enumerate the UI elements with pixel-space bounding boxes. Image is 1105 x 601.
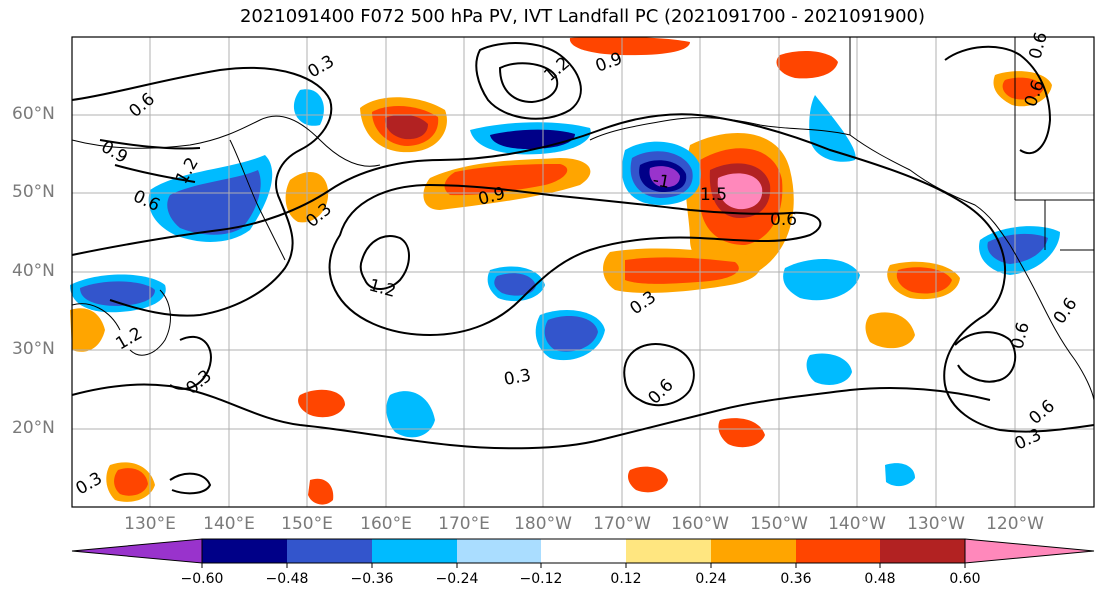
graticule — [72, 37, 1094, 507]
contour-label: 0.3 — [305, 51, 338, 82]
contour-label: 0.6 — [1050, 294, 1082, 328]
colorbar-tick-label: 0.12 — [610, 571, 642, 587]
contour-label: 0.3 — [73, 468, 106, 499]
colorbar-bin — [796, 539, 880, 563]
contour-label: 0.6 — [1025, 396, 1059, 429]
colorbar-tick-label: −0.12 — [519, 571, 563, 587]
colorbar-bin — [287, 539, 372, 563]
contour-label: 1.2 — [540, 53, 574, 86]
contour-label: 0.6 — [1026, 30, 1052, 61]
colorbar-bin — [541, 539, 626, 563]
colorbar-bin — [711, 539, 796, 563]
colorbar-tick-label: 0.24 — [695, 571, 727, 587]
colorbar-tick-label: −0.48 — [265, 571, 309, 587]
lon-label: 120°W — [986, 514, 1044, 534]
map-frame — [71, 36, 1095, 508]
colorbar-tick-label: −0.60 — [180, 571, 224, 587]
lon-label: 150°W — [750, 514, 808, 534]
lon-label: 140°E — [203, 514, 255, 534]
contour-label: 0.9 — [98, 137, 131, 168]
colorbar-over-arrow — [964, 538, 1095, 564]
colorbar-under-arrow — [71, 538, 203, 564]
contour-label: 0.3 — [502, 366, 532, 390]
lon-label: 130°W — [907, 514, 965, 534]
lat-label: 20°N — [12, 418, 55, 438]
ivt-contours — [71, 42, 1095, 495]
colorbar-tick-label: −0.24 — [435, 571, 479, 587]
colorbar-outline — [201, 538, 966, 564]
lon-label: 170°W — [593, 514, 651, 534]
pv-shading — [70, 36, 1060, 505]
contour-label: 0.3 — [182, 366, 216, 399]
colorbar-bin — [202, 539, 287, 563]
lon-label: 150°E — [281, 514, 333, 534]
lat-label: 50°N — [12, 182, 55, 202]
contour-label: 1.2 — [367, 276, 398, 302]
contour-label: 0.6 — [125, 89, 159, 122]
contour-label: 0.6 — [770, 210, 797, 230]
lon-label: 170°E — [438, 514, 490, 534]
colorbar-bin — [372, 539, 457, 563]
colorbar-bin — [880, 539, 965, 563]
colorbar-bin — [626, 539, 711, 563]
lat-label: 30°N — [12, 339, 55, 359]
lat-label: 60°N — [12, 104, 55, 124]
lon-label: 180°W — [514, 514, 572, 534]
lon-label: 160°W — [671, 514, 729, 534]
colorbar-bin — [457, 539, 541, 563]
colorbar-tick-label: 0.60 — [949, 571, 981, 587]
colorbar-tick-label: 0.36 — [780, 571, 812, 587]
lon-label: 140°W — [828, 514, 886, 534]
contour-label: -1 — [651, 170, 671, 193]
map-title: 2021091400 F072 500 hPa PV, IVT Landfall… — [239, 6, 926, 27]
contour-label: 1.5 — [700, 185, 727, 205]
lon-label: 130°E — [124, 514, 176, 534]
lon-label: 160°E — [360, 514, 412, 534]
lat-label: 40°N — [12, 261, 55, 281]
colorbar-tick-label: −0.36 — [350, 571, 394, 587]
contour-label: 0.6 — [1008, 320, 1034, 351]
colorbar — [71, 538, 1095, 568]
colorbar-tick-label: 0.48 — [864, 571, 896, 587]
